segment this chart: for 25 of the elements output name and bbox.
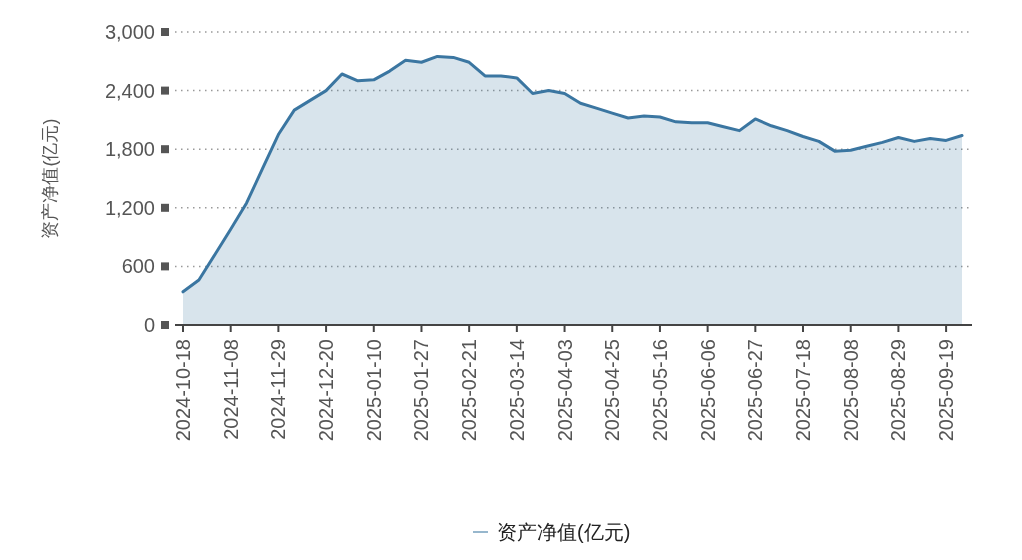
x-tick-label: 2025-02-21 (458, 339, 481, 442)
x-tick-label: 2025-01-27 (410, 339, 433, 442)
x-tick-label: 2025-04-25 (601, 339, 624, 442)
x-tick-label: 2025-06-27 (744, 339, 767, 442)
x-tick-label: 2024-10-18 (172, 339, 194, 442)
y-tick-label: 2,400 (104, 79, 155, 102)
x-tick-label: 2025-09-19 (935, 339, 958, 442)
y-tick-label: 1,200 (104, 196, 155, 219)
x-tick-label: 2024-12-20 (315, 339, 338, 442)
x-tick-label: 2025-05-16 (648, 339, 671, 442)
y-tick-label: 600 (121, 255, 155, 278)
x-tick-label: 2025-08-29 (887, 339, 910, 442)
x-tick-label: 2024-11-29 (267, 339, 290, 440)
x-tick-label: 2025-04-03 (553, 339, 576, 442)
legend-label: 资产净值(亿元) (497, 521, 631, 543)
y-tick-label: 0 (143, 314, 155, 336)
y-tick-label: 1,800 (104, 138, 155, 161)
x-tick-label: 2025-08-08 (839, 339, 862, 442)
x-tick-label: 2024-11-08 (219, 339, 242, 440)
x-tick-label: 2025-03-14 (505, 339, 528, 442)
y-tick-label: 3,000 (104, 21, 155, 43)
x-tick-label: 2025-07-18 (792, 339, 815, 442)
x-tick-label: 2025-06-06 (696, 339, 719, 442)
y-axis-title: 资产净值(亿元) (40, 118, 60, 239)
x-tick-label: 2025-01-10 (362, 339, 385, 442)
